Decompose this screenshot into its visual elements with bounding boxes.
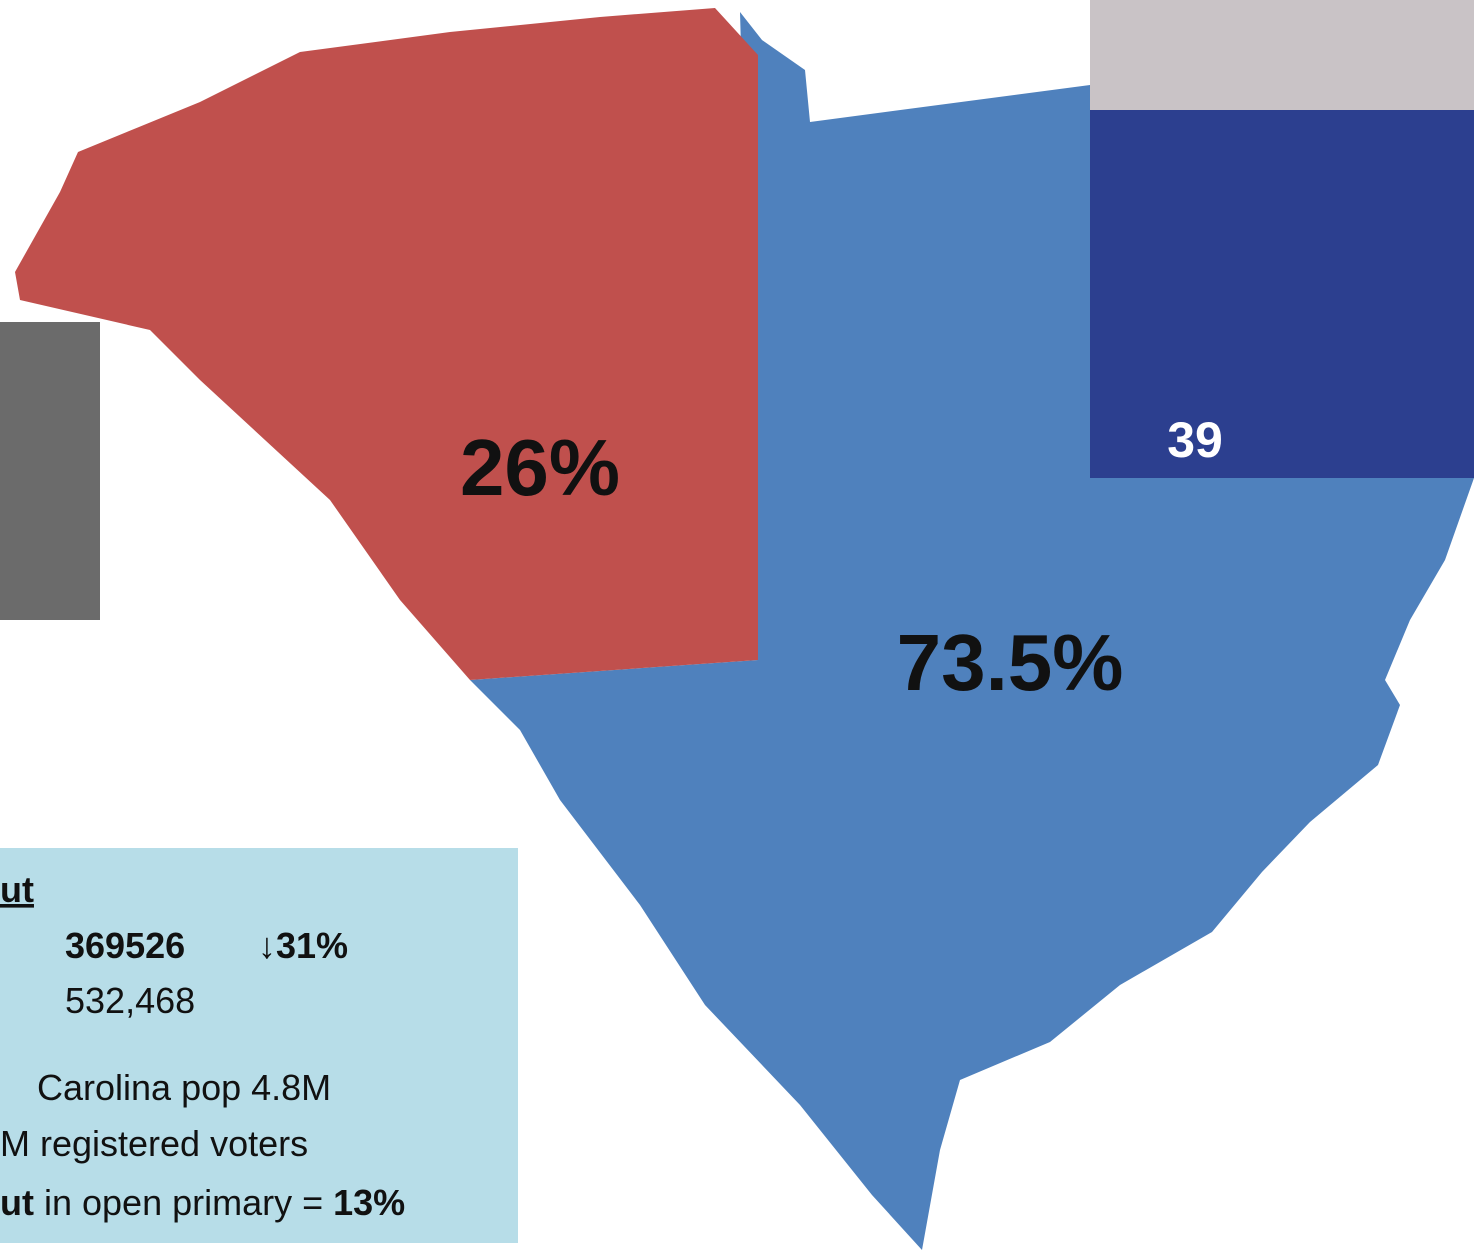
region-label: 73.5%: [897, 618, 1124, 707]
info-box: [0, 848, 518, 1243]
population: Carolina pop 4.8M: [37, 1067, 331, 1108]
turnout-count: 369526: [65, 925, 185, 966]
red-region: [15, 8, 758, 680]
turnout-value: 13%: [333, 1182, 405, 1223]
turnout-lead: ut: [0, 1182, 34, 1223]
previous-count: 532,468: [65, 980, 195, 1021]
turnout-text: in open primary =: [34, 1182, 333, 1223]
turnout-line: ut in open primary = 13%: [0, 1182, 405, 1223]
sanders-photo: [0, 322, 100, 620]
region-label: 26%: [460, 423, 620, 512]
registered: M registered voters: [0, 1123, 308, 1164]
blue-region: [470, 12, 1474, 1250]
photo-badge: 39: [1167, 412, 1223, 468]
turnout-change: ↓31%: [258, 925, 348, 966]
info-heading: ut: [0, 869, 34, 910]
clinton-photo-backdrop: [1090, 0, 1474, 110]
